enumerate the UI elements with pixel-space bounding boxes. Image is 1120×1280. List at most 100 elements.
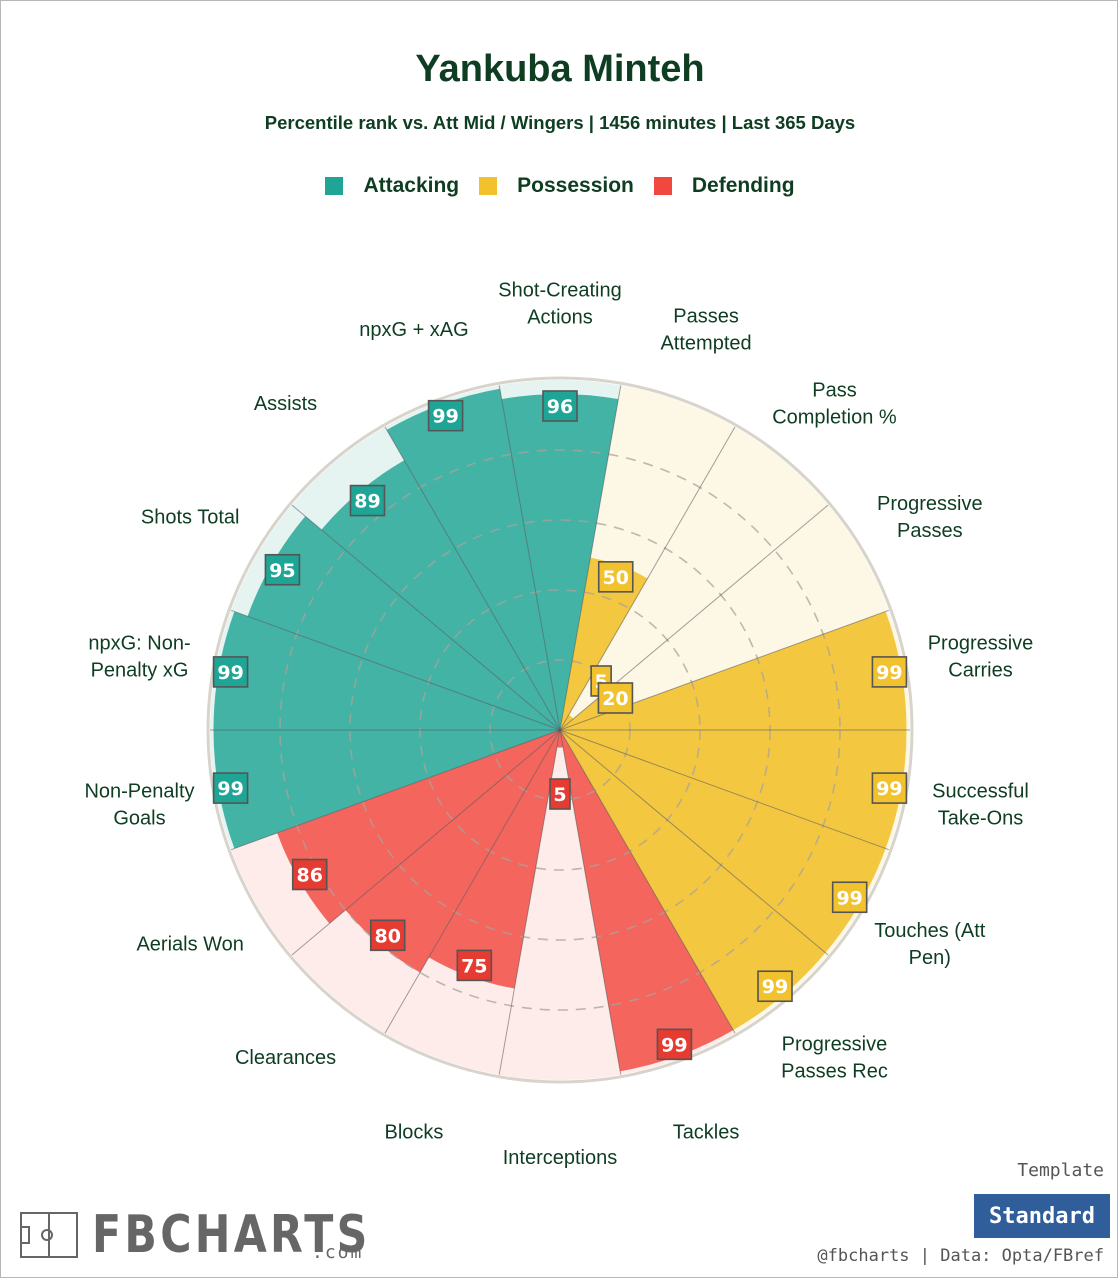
legend-item-attacking: Attacking — [325, 174, 459, 198]
spoke-3 — [559, 426, 736, 731]
spoke-8 — [559, 729, 829, 956]
value-label-clearances: 80 — [375, 925, 401, 947]
brand-name: FBCHARTS — [92, 1205, 371, 1265]
value-label-npxg-xag: 99 — [432, 406, 458, 428]
category-label-npxg-xag: npxG + xAG — [359, 319, 469, 341]
bar-non-penalty-goals — [213, 730, 560, 849]
bar-passes-attempted — [560, 557, 648, 730]
category-label-shot-creating-actions: Shot-Creating Actions — [498, 280, 621, 329]
legend-swatch-attacking — [325, 177, 344, 195]
value-label-successful-take-ons: 99 — [876, 778, 902, 800]
spoke-18 — [384, 426, 561, 731]
bar-touches-att-pen — [560, 730, 886, 953]
category-label-passes-attempted: Passes Attempted — [660, 305, 751, 354]
bar-npxg-xag — [386, 388, 560, 730]
value-badge-aerials-won: 86 — [291, 858, 328, 891]
bar-blocks — [428, 730, 560, 989]
spoke-9 — [559, 729, 736, 1034]
category-label-aerials-won: Aerials Won — [136, 934, 243, 956]
value-badge-non-penalty-goals: 99 — [212, 772, 249, 804]
legend-label-possession: Possession — [517, 174, 634, 197]
value-label-progressive-passes-rec: 99 — [762, 976, 788, 998]
bg-wedge-pass-completion — [560, 426, 829, 730]
bg-wedge-progressive-passes — [560, 505, 889, 730]
bar-progressive-carries — [560, 611, 907, 730]
legend-item-possession: Possession — [479, 174, 634, 198]
category-label-interceptions: Interceptions — [503, 1147, 618, 1169]
category-label-successful-take-ons: Successful Take-Ons — [932, 781, 1029, 830]
value-label-aerials-won: 86 — [296, 865, 322, 887]
chart-subtitle: Percentile rank vs. Att Mid / Wingers | … — [264, 112, 856, 133]
legend-label-attacking: Attacking — [363, 174, 460, 197]
value-badge-npxg-xag: 99 — [427, 399, 464, 432]
brand-suffix: .com — [312, 1242, 364, 1263]
legend: Attacking Possession Defending — [0, 174, 1120, 198]
value-label-blocks: 75 — [461, 955, 487, 977]
bg-wedge-interceptions — [499, 730, 621, 1080]
category-label-shots-total: Shots Total — [141, 507, 240, 529]
category-label-npxg-non-penalty-xg: npxG: Non-Penalty xG — [88, 632, 190, 681]
bar-npxg-non-penalty-xg — [213, 611, 560, 730]
value-label-non-penalty-goals: 99 — [217, 778, 243, 800]
outer-ring — [206, 376, 914, 1084]
value-label-progressive-passes: 20 — [602, 688, 628, 710]
spoke-2 — [559, 385, 622, 731]
value-badge-shots-total: 95 — [264, 553, 301, 586]
value-badge-shot-creating-actions: 96 — [542, 390, 578, 422]
spoke-12 — [384, 729, 561, 1034]
value-badge-progressive-carries: 99 — [871, 656, 908, 688]
bar-successful-take-ons — [560, 730, 907, 849]
value-badge-successful-take-ons: 99 — [871, 772, 908, 804]
value-badge-progressive-passes-rec: 99 — [757, 970, 793, 1003]
bar-interceptions — [556, 730, 564, 748]
category-label-progressive-passes: Progressive Passes — [877, 493, 983, 542]
value-label-passes-attempted: 50 — [603, 567, 629, 589]
template-standard-button[interactable]: Standard — [974, 1194, 1110, 1238]
value-badge-clearances: 80 — [369, 919, 406, 952]
value-badge-blocks: 75 — [456, 949, 493, 982]
value-badge-assists: 89 — [349, 484, 386, 517]
value-label-interceptions: 5 — [553, 784, 566, 806]
bar-assists — [321, 460, 560, 730]
value-badge-touches-att-pen: 99 — [831, 881, 868, 914]
value-label-assists: 89 — [354, 491, 380, 513]
value-badge-passes-attempted: 50 — [597, 561, 634, 593]
value-label-progressive-carries: 99 — [876, 662, 902, 684]
bar-shot-creating-actions — [501, 393, 619, 730]
category-label-assists: Assists — [254, 393, 317, 415]
value-badge-tackles: 99 — [656, 1028, 693, 1061]
category-label-progressive-carries: Progressive Carries — [928, 632, 1034, 681]
category-label-pass-completion: Pass Completion % — [772, 379, 897, 428]
category-label-clearances: Clearances — [235, 1047, 336, 1069]
chart-title: Yankuba Minteh — [415, 48, 705, 90]
template-label: Template — [1017, 1160, 1104, 1181]
value-label-npxg-non-penalty-xg: 99 — [217, 662, 243, 684]
spoke-7 — [559, 729, 890, 851]
bar-aerials-won — [277, 730, 560, 924]
spoke-16 — [230, 609, 561, 731]
bar-pass-completion — [560, 714, 574, 730]
brand-logo: FBCHARTS .com — [20, 1205, 432, 1265]
data-credit: @fbcharts | Data: Opta/FBref — [817, 1246, 1104, 1266]
pitch-icon — [20, 1212, 78, 1258]
value-badge-progressive-passes: 20 — [597, 682, 634, 714]
value-label-touches-att-pen: 99 — [836, 887, 862, 909]
value-badge-npxg-non-penalty-xg: 99 — [212, 656, 249, 688]
bar-clearances — [345, 730, 560, 973]
category-label-progressive-passes-rec: Progressive Passes Rec — [781, 1034, 888, 1083]
legend-label-defending: Defending — [691, 174, 795, 197]
category-label-non-penalty-goals: Non-Penalty Goals — [84, 781, 194, 830]
value-label-shot-creating-actions: 96 — [547, 396, 573, 418]
category-label-blocks: Blocks — [385, 1121, 444, 1143]
legend-swatch-possession — [479, 177, 498, 195]
category-label-touches-att-pen: Touches (Att Pen) — [874, 920, 986, 969]
spoke-1 — [498, 385, 561, 731]
value-label-tackles: 99 — [661, 1034, 687, 1056]
bar-shots-total — [247, 516, 561, 730]
spoke-14 — [230, 729, 561, 851]
bar-progressive-passes-rec — [560, 730, 826, 1031]
spoke-17 — [291, 504, 561, 731]
spoke-13 — [291, 729, 561, 956]
bar-tackles — [560, 730, 734, 1072]
